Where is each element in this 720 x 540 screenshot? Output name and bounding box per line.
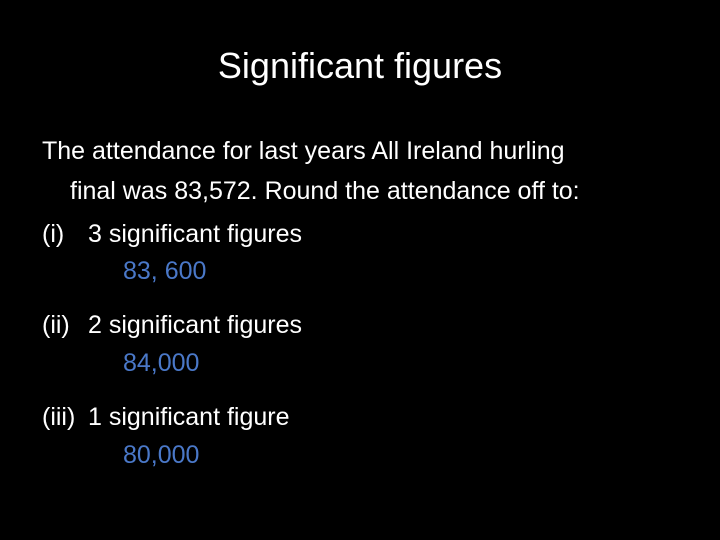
item-label: (iii): [42, 403, 76, 431]
item-label: (i): [42, 220, 65, 248]
item-answer: 84,000: [123, 349, 200, 377]
intro-line: The attendance for last years All Irelan…: [42, 137, 565, 165]
item-answer: 83, 600: [123, 257, 207, 285]
item-text: 2 significant figures: [88, 311, 303, 339]
intro-line: final was 83,572. Round the attendance o…: [70, 177, 580, 205]
item-text: 3 significant figures: [88, 220, 303, 248]
item-label: (ii): [42, 311, 70, 339]
item-answer: 80,000: [123, 441, 200, 469]
item-text: 1 significant figure: [88, 403, 290, 431]
slide-title: Significant figures: [217, 45, 503, 86]
